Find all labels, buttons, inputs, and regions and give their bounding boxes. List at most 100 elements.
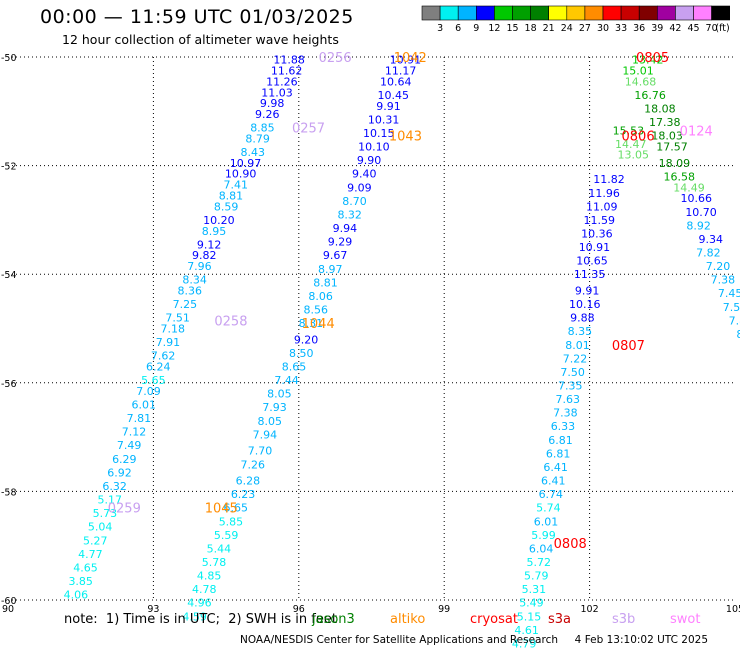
wave-height-point: 9.20 — [294, 333, 319, 346]
wave-height-point: 6.81 — [546, 447, 571, 460]
wave-height-point: 7.18 — [161, 323, 186, 336]
satellite-legend-altiko: altiko — [390, 612, 426, 627]
wave-height-point: 7.93 — [262, 401, 287, 414]
wave-height-point: 13.42 — [632, 54, 664, 67]
wave-height-point: 8.36 — [178, 284, 203, 297]
wave-height-point: 5.79 — [524, 570, 549, 583]
wave-height-point: 11.59 — [584, 214, 616, 227]
wave-height-point: 9.29 — [328, 236, 353, 249]
wave-height-point: 8.97 — [318, 263, 343, 276]
wave-height-point: 5.04 — [88, 521, 113, 534]
wave-height-point: 7.20 — [706, 260, 731, 273]
wave-height-point: 6.92 — [107, 466, 132, 479]
wave-height-point: 9.82 — [192, 249, 217, 262]
wave-height-point: 5.78 — [202, 556, 227, 569]
wave-height-point: 14.68 — [625, 75, 657, 88]
wave-height-point: 3.85 — [68, 575, 93, 588]
colorbar-tick-label: 33 — [615, 23, 627, 34]
wave-height-point: 7.50 — [560, 366, 585, 379]
wave-height-point: 6.24 — [146, 361, 171, 374]
wave-height-point: 7.25 — [173, 298, 198, 311]
wave-height-point: 10.15 — [363, 127, 395, 140]
colorbar-unit-label: (ft) — [715, 23, 729, 34]
wave-height-point: 6.65 — [224, 502, 249, 515]
wave-height-point: 7.81 — [127, 412, 152, 425]
track-id-label: 0808 — [554, 537, 587, 552]
wave-height-point: 5.27 — [83, 534, 108, 547]
wave-height-point: 7.8 — [729, 314, 740, 327]
footer-note: note: 1) Time is in UTC; 2) SWH is in fe… — [64, 612, 337, 627]
wave-height-point: 7.53 — [723, 301, 740, 314]
wave-height-point: 11.17 — [385, 65, 417, 78]
wave-height-point: 5.17 — [98, 494, 123, 507]
x-tick-label: 99 — [438, 604, 450, 615]
wave-height-point: 16.58 — [664, 170, 696, 183]
wave-height-point: 4.77 — [78, 548, 103, 561]
wave-height-point: 7.38 — [711, 274, 736, 287]
colorbar-tick-label: 18 — [525, 23, 537, 34]
wave-height-point: 9.90 — [357, 154, 382, 167]
chart-subtitle: 12 hour collection of altimeter wave hei… — [62, 32, 339, 47]
wave-height-point: 7.63 — [556, 393, 581, 406]
wave-height-point: 6.29 — [112, 453, 137, 466]
wave-height-point: 13.05 — [617, 149, 649, 162]
wave-height-point: 18.03 — [651, 130, 683, 143]
wave-height-point: 11.35 — [574, 268, 606, 281]
wave-height-point: 8.70 — [342, 195, 367, 208]
wave-height-point: 8.65 — [282, 361, 307, 374]
colorbar-tick-label: 12 — [488, 23, 500, 34]
wave-height-point: 17.38 — [649, 116, 681, 129]
track-id-label: 1044 — [302, 317, 335, 332]
wave-height-point: 8.31 — [299, 317, 324, 330]
wave-height-point: 10.10 — [358, 141, 390, 154]
track-id-label: 0256 — [319, 51, 352, 66]
wave-height-point: 11.88 — [273, 54, 305, 67]
wave-height-point: 8.34 — [182, 274, 207, 287]
wave-height-point: 6.23 — [231, 488, 256, 501]
wave-height-point: 10.97 — [230, 157, 262, 170]
chart-title: 00:00 — 11:59 UTC 01/03/2025 — [40, 6, 354, 28]
wave-height-point: 8.05 — [267, 388, 292, 401]
wave-height-point: 8.05 — [257, 415, 282, 428]
wave-height-point: 5.85 — [219, 515, 244, 528]
wave-height-point: 10.65 — [576, 255, 608, 268]
colorbar-swatch — [711, 5, 730, 21]
y-tick-label: -58 — [1, 487, 17, 498]
wave-height-point: 8.92 — [686, 219, 711, 232]
colorbar-tick-label: 9 — [473, 23, 479, 34]
wave-height-point: 8.43 — [241, 146, 266, 159]
wave-height-point: 10.64 — [380, 75, 412, 88]
wave-height-point: 9.26 — [255, 108, 280, 121]
wave-height-point: 7.62 — [151, 350, 176, 363]
x-tick-label: 93 — [147, 604, 159, 615]
wave-height-point: 17.57 — [656, 141, 688, 154]
wave-height-point: 6.33 — [551, 420, 576, 433]
colorbar-tick-label: 39 — [651, 23, 663, 34]
wave-height-point: 4.85 — [197, 570, 222, 583]
wave-height-point: 11.26 — [266, 75, 298, 88]
wave-height-point: 7.41 — [224, 179, 249, 192]
wave-height-point: 4.65 — [73, 561, 98, 574]
wave-height-point: 7.94 — [253, 428, 278, 441]
wave-height-point: 7.09 — [136, 385, 161, 398]
colorbar-swatch — [620, 5, 640, 21]
colorbar-swatch — [602, 5, 622, 21]
wave-height-point: 4.78 — [192, 583, 217, 596]
track-id-label: 0806 — [622, 130, 655, 145]
colorbar-tick-label: 24 — [561, 23, 573, 34]
wave-height-point: 10.90 — [225, 168, 257, 181]
wave-height-point: 7.96 — [187, 260, 212, 273]
wave-height-point: 4.79 — [512, 637, 537, 650]
y-tick-label: -52 — [1, 162, 17, 173]
colorbar-swatch — [439, 5, 459, 21]
track-id-label: 0258 — [214, 314, 247, 329]
colorbar-tick-label: 3 — [437, 23, 443, 34]
wave-height-point: 4.06 — [64, 589, 89, 602]
wave-height-point: 6.41 — [543, 461, 568, 474]
wave-height-point: 9.67 — [323, 249, 348, 262]
wave-height-point: 8.01 — [565, 339, 590, 352]
wave-height-point: 9.91 — [575, 284, 600, 297]
colorbar-tick-label: 21 — [543, 23, 555, 34]
track-id-label: 0124 — [680, 124, 713, 139]
